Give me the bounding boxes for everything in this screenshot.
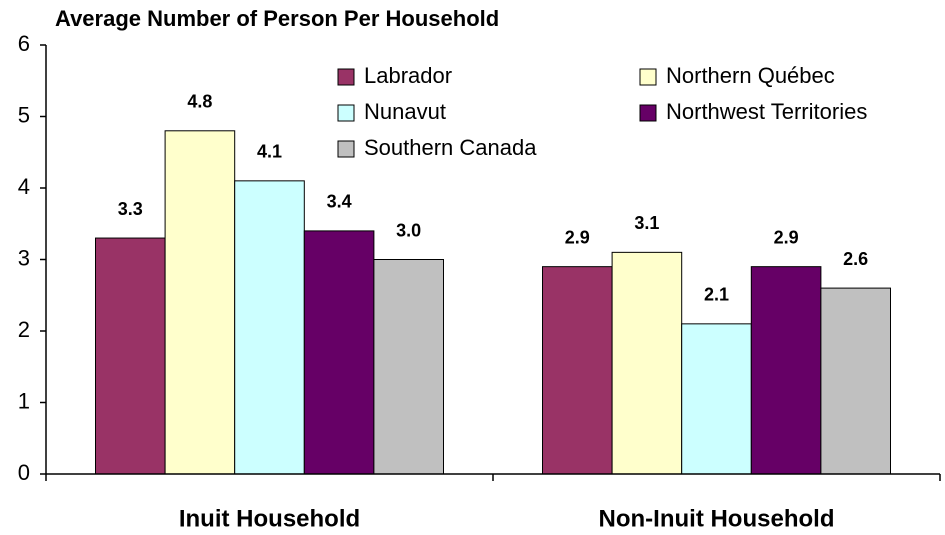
bar (164, 130, 236, 475)
legend-swatch (337, 140, 355, 158)
legend-swatch (639, 104, 657, 122)
y-tick-label: 2 (18, 317, 30, 342)
value-label: 3.0 (396, 220, 421, 240)
bar (820, 287, 892, 475)
legend-label: Southern Canada (364, 135, 537, 160)
legend-swatch (337, 104, 355, 122)
value-label: 2.1 (704, 285, 729, 305)
legend-label: Northwest Territories (666, 99, 867, 124)
value-label: 4.8 (187, 92, 212, 112)
legend-label: Labrador (364, 63, 452, 88)
chart-title: Average Number of Person Per Household (55, 6, 499, 31)
y-tick-label: 0 (18, 460, 30, 485)
value-label: 3.3 (118, 199, 143, 219)
bar (234, 180, 305, 475)
bar (95, 237, 166, 475)
legend-swatch (337, 68, 355, 86)
value-label: 3.1 (634, 213, 659, 233)
y-tick-label: 5 (18, 102, 30, 127)
y-tick-label: 4 (18, 174, 30, 199)
legend-swatch (639, 68, 657, 86)
legend-label: Northern Québec (666, 63, 835, 88)
y-tick-label: 6 (18, 31, 30, 56)
y-tick-label: 1 (18, 388, 30, 413)
value-label: 2.9 (565, 227, 590, 247)
bar (750, 266, 822, 475)
x-tick-label: Inuit Household (179, 505, 360, 532)
legend-label: Nunavut (364, 99, 446, 124)
bar (303, 230, 375, 475)
bar (542, 266, 613, 475)
bar (681, 323, 752, 475)
bar (373, 259, 444, 475)
value-label: 2.9 (774, 227, 799, 247)
value-label: 2.6 (843, 249, 868, 269)
y-tick-label: 3 (18, 245, 30, 270)
x-tick-label: Non-Inuit Household (599, 505, 835, 532)
value-label: 3.4 (327, 192, 352, 212)
value-label: 4.1 (257, 142, 282, 162)
bar (611, 251, 683, 475)
